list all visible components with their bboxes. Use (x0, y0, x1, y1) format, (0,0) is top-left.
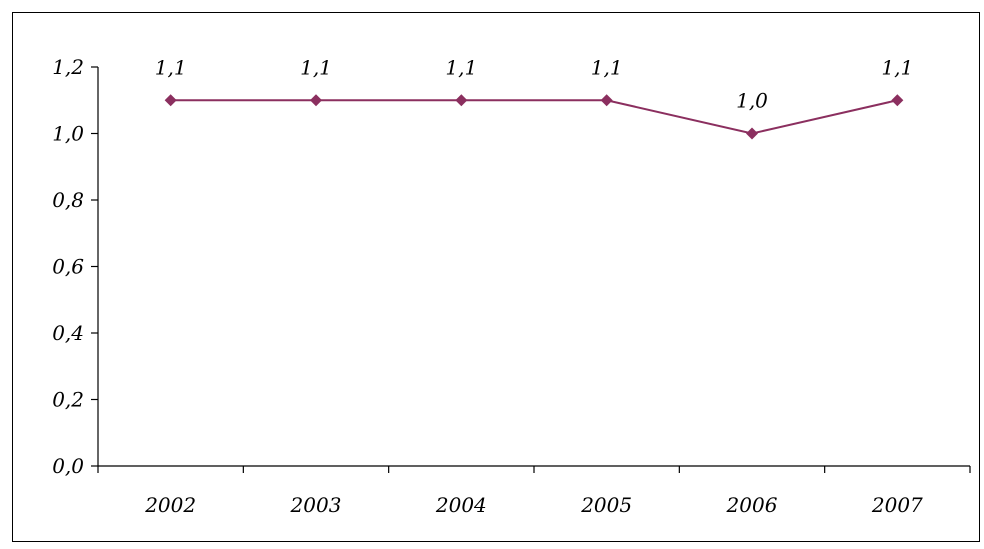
y-tick-label: 0,6 (52, 255, 84, 279)
data-label: 1,1 (445, 55, 477, 79)
x-tick-label: 2002 (144, 493, 196, 517)
data-label: 1,1 (155, 55, 187, 79)
data-point (600, 94, 613, 107)
y-tick-label: 1,2 (52, 55, 84, 79)
x-tick-labels: 2002 2003 2004 2005 2006 2007 (144, 493, 923, 517)
data-labels: 1,1 1,1 1,1 1,1 1,0 1,1 (155, 55, 913, 112)
axes (91, 66, 971, 473)
y-tick-label: 0,2 (52, 388, 84, 412)
x-tick-label: 2003 (290, 493, 342, 517)
y-tick-label: 0,8 (52, 188, 84, 212)
data-label: 1,1 (591, 55, 623, 79)
data-point (891, 94, 904, 107)
y-tick-label: 1,0 (52, 122, 84, 146)
y-tick-labels: 0,0 0,2 0,4 0,6 0,8 1,0 1,2 (52, 55, 84, 478)
series-group (164, 94, 904, 140)
y-tick-label: 0,4 (52, 321, 84, 345)
data-point (746, 127, 758, 140)
data-point (310, 94, 322, 107)
data-point (455, 94, 468, 107)
series-line (170, 99, 898, 135)
data-label: 1,1 (881, 55, 913, 79)
x-tick-label: 2005 (580, 493, 632, 517)
data-point (164, 94, 177, 107)
data-label: 1,0 (736, 89, 768, 113)
x-tick-label: 2007 (871, 493, 923, 517)
y-tick-label: 0,0 (52, 454, 84, 478)
x-tick-label: 2004 (435, 493, 487, 517)
x-tick-label: 2006 (726, 493, 778, 517)
data-label: 1,1 (300, 55, 332, 79)
